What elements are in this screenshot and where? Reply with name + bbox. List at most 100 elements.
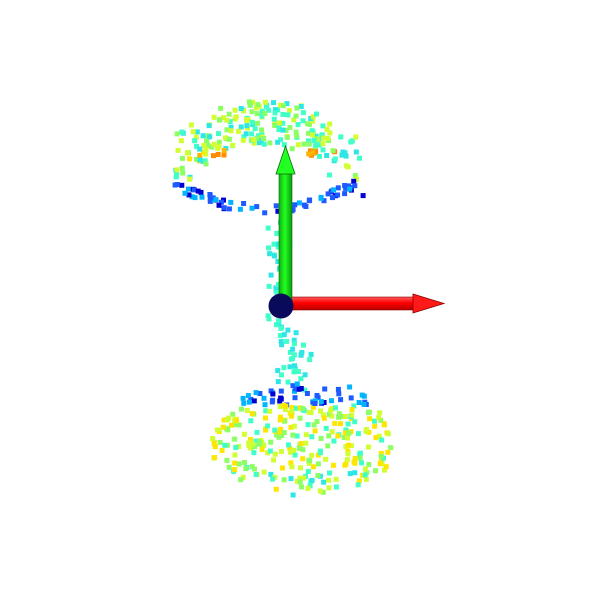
canopy-point bbox=[326, 172, 332, 178]
base-point bbox=[326, 433, 332, 439]
base-point bbox=[305, 485, 311, 491]
stem-point bbox=[266, 245, 272, 251]
base-point bbox=[300, 456, 306, 462]
canopy-point bbox=[310, 132, 315, 138]
canopy-point bbox=[360, 193, 366, 199]
canopy-point bbox=[254, 204, 260, 210]
base-point bbox=[287, 449, 293, 455]
base-point bbox=[366, 462, 372, 467]
canopy-point bbox=[216, 131, 221, 137]
base-point bbox=[246, 443, 252, 449]
base-point bbox=[329, 413, 335, 419]
base-point bbox=[248, 437, 254, 442]
base-point bbox=[362, 472, 368, 478]
base-point bbox=[217, 439, 223, 445]
canopy-point bbox=[228, 124, 234, 130]
base-point bbox=[310, 404, 316, 410]
canopy-point bbox=[343, 185, 349, 191]
base-point bbox=[244, 408, 250, 413]
canopy-point bbox=[335, 185, 341, 191]
canopy-point bbox=[287, 125, 293, 130]
base-point bbox=[270, 391, 276, 397]
stem-point bbox=[277, 333, 283, 338]
base-point bbox=[359, 460, 365, 466]
canopy-point bbox=[310, 150, 316, 156]
base-point bbox=[263, 408, 269, 414]
base-point bbox=[355, 482, 361, 488]
stem-point bbox=[278, 325, 284, 331]
canopy-point bbox=[233, 114, 239, 120]
base-point bbox=[246, 399, 252, 405]
canopy-point bbox=[187, 156, 193, 162]
base-point bbox=[323, 456, 329, 462]
base-point bbox=[279, 465, 285, 471]
base-point bbox=[278, 430, 284, 436]
canopy-point bbox=[306, 130, 311, 136]
base-point bbox=[272, 451, 278, 457]
canopy-point bbox=[179, 165, 185, 171]
canopy-point bbox=[232, 107, 238, 113]
base-point bbox=[327, 470, 332, 476]
canopy-point bbox=[197, 146, 203, 152]
canopy-point bbox=[230, 142, 236, 148]
base-point bbox=[267, 408, 273, 414]
canopy-point bbox=[252, 126, 258, 132]
base-point bbox=[242, 460, 247, 465]
base-point bbox=[314, 393, 320, 398]
canopy-point bbox=[174, 182, 180, 187]
base-point bbox=[345, 421, 351, 427]
stem-point bbox=[291, 341, 297, 347]
canopy-point bbox=[324, 153, 330, 158]
base-point bbox=[377, 410, 383, 416]
base-point bbox=[297, 405, 303, 411]
base-point bbox=[296, 386, 302, 392]
canopy-point bbox=[203, 147, 209, 153]
canopy-point bbox=[222, 135, 228, 141]
canopy-point bbox=[190, 129, 196, 135]
base-point bbox=[310, 464, 316, 470]
base-point bbox=[298, 465, 303, 471]
base-point bbox=[251, 398, 257, 404]
canopy-point bbox=[295, 142, 301, 148]
canopy-point bbox=[320, 123, 326, 129]
base-point bbox=[289, 464, 295, 470]
canopy-point bbox=[198, 189, 204, 195]
base-point bbox=[378, 417, 384, 423]
base-point bbox=[356, 478, 362, 484]
canopy-point bbox=[306, 138, 311, 144]
canopy-point bbox=[206, 123, 212, 129]
stem-point bbox=[273, 285, 279, 291]
base-point bbox=[333, 476, 339, 482]
base-point bbox=[336, 391, 342, 397]
canopy-point bbox=[189, 194, 195, 200]
base-point bbox=[385, 431, 391, 437]
base-point bbox=[277, 404, 283, 410]
base-point bbox=[297, 415, 303, 421]
base-point bbox=[307, 458, 313, 464]
base-point bbox=[270, 476, 276, 482]
canopy-point bbox=[193, 134, 199, 140]
base-point bbox=[236, 422, 242, 428]
base-point bbox=[232, 460, 238, 466]
canopy-point bbox=[262, 210, 268, 216]
base-point bbox=[287, 445, 293, 451]
canopy-point bbox=[194, 129, 200, 135]
canopy-point bbox=[309, 128, 315, 134]
base-point bbox=[265, 423, 271, 429]
canopy-point bbox=[207, 198, 213, 204]
base-point bbox=[226, 464, 232, 470]
base-point bbox=[268, 388, 274, 394]
canopy-point bbox=[174, 131, 180, 137]
base-point bbox=[293, 405, 299, 411]
canopy-point bbox=[220, 115, 226, 121]
base-point bbox=[378, 453, 384, 459]
base-point bbox=[219, 448, 225, 453]
base-point bbox=[251, 450, 257, 456]
base-point bbox=[249, 411, 255, 417]
base-point bbox=[278, 388, 284, 394]
base-point bbox=[268, 471, 274, 477]
canopy-point bbox=[306, 141, 312, 147]
canopy-point bbox=[174, 172, 180, 178]
base-point bbox=[291, 447, 297, 453]
